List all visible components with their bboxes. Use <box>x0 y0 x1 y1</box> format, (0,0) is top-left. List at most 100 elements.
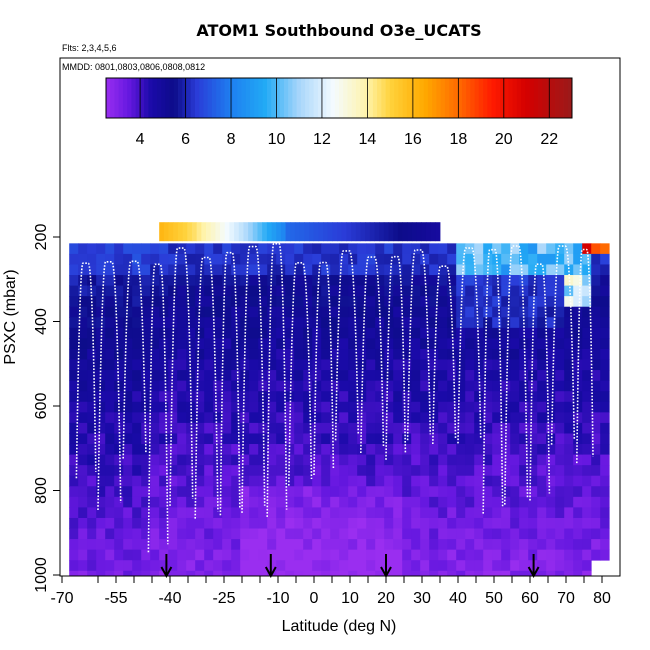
heatmap-cell <box>546 475 556 487</box>
heatmap-cell <box>78 401 88 413</box>
colorbar-segment <box>351 78 357 118</box>
heatmap-cell <box>375 306 385 318</box>
heatmap-cell <box>222 444 232 455</box>
heatmap-cell <box>339 560 349 572</box>
heatmap-cell <box>285 539 295 551</box>
heatmap-cell <box>267 549 277 561</box>
heatmap-cell <box>258 560 268 572</box>
heatmap-cell <box>501 359 511 371</box>
x-tick-label: -25 <box>212 590 235 607</box>
heatmap-cell <box>573 253 583 265</box>
heatmap-cell <box>483 507 493 519</box>
colorbar-tick-label: 10 <box>268 131 286 148</box>
heatmap-cell <box>222 433 232 445</box>
heatmap-cell <box>69 370 79 382</box>
heatmap-cell <box>123 486 133 498</box>
heatmap-cell <box>177 454 187 466</box>
heatmap-cell <box>105 528 115 540</box>
heatmap-cell <box>483 317 493 329</box>
heatmap-cell <box>204 486 214 498</box>
heatmap-cell <box>357 285 367 297</box>
heatmap-cell <box>186 475 196 487</box>
heatmap-cell <box>312 380 322 392</box>
heatmap-cell <box>375 391 385 403</box>
colorbar-segment <box>377 78 382 118</box>
heatmap-cell <box>69 412 79 424</box>
heatmap-cell <box>114 253 124 265</box>
heatmap-cell <box>582 560 592 572</box>
colorbar-segment <box>389 78 395 118</box>
heatmap-cell <box>510 444 520 455</box>
band-cell <box>402 222 408 242</box>
heatmap-cell <box>285 264 295 276</box>
heatmap-cell <box>600 338 610 350</box>
heatmap-cell <box>240 444 250 455</box>
colorbar-segment <box>542 78 547 118</box>
heatmap-cell <box>537 570 547 576</box>
heatmap-cell <box>204 391 214 403</box>
heatmap-cell <box>276 528 286 540</box>
heatmap-cell <box>78 359 88 371</box>
heatmap-cell <box>438 539 448 551</box>
heatmap-cell <box>69 359 79 371</box>
heatmap-cell <box>294 306 304 318</box>
heatmap-cell <box>366 296 376 308</box>
heatmap-cell <box>492 433 502 445</box>
heatmap-cell <box>132 433 142 445</box>
heatmap-cell <box>402 475 412 487</box>
band-cell <box>351 222 357 242</box>
x-tick-label: -40 <box>158 590 181 607</box>
heatmap-cell <box>510 539 520 551</box>
heatmap-cell <box>447 391 457 403</box>
heatmap-cell <box>438 412 448 424</box>
heatmap-cell <box>501 348 511 360</box>
heatmap-cell <box>222 370 232 382</box>
band-cell <box>280 222 286 242</box>
heatmap-cell <box>528 507 538 519</box>
heatmap-cell <box>510 370 520 382</box>
heatmap-cell <box>213 391 223 403</box>
profile-trace <box>385 255 407 460</box>
heatmap-cell <box>150 517 160 529</box>
heatmap-cell <box>510 401 520 413</box>
heatmap-cell <box>159 391 169 403</box>
heatmap-cell <box>456 444 466 455</box>
heatmap-cell <box>582 517 592 529</box>
heatmap-cell <box>447 275 457 286</box>
heatmap-cell <box>402 486 412 498</box>
heatmap-cell <box>348 306 358 318</box>
heatmap-cell <box>105 296 115 308</box>
band-cell <box>435 222 441 242</box>
heatmap-cell <box>285 517 295 529</box>
heatmap-cell <box>213 306 223 318</box>
heatmap-cell <box>447 422 457 434</box>
heatmap-cell <box>375 275 385 286</box>
heatmap-cell <box>105 275 115 286</box>
heatmap-cell <box>582 412 592 424</box>
heatmap-cell <box>150 327 160 339</box>
heatmap-cell <box>339 391 349 403</box>
heatmap-cell <box>537 370 547 382</box>
colorbar-segment <box>406 78 412 118</box>
heatmap-cell <box>213 475 223 487</box>
heatmap-cell <box>276 285 286 297</box>
heatmap-cell <box>69 549 79 561</box>
heatmap-cell <box>537 296 547 308</box>
heatmap-cell <box>96 401 106 413</box>
heatmap-cell <box>132 486 142 498</box>
heatmap-cell <box>564 528 574 540</box>
heatmap-cell <box>528 496 538 508</box>
heatmap-cell <box>366 496 376 508</box>
profile-trace <box>482 248 504 514</box>
heatmap-cell <box>492 465 502 477</box>
heatmap-cell <box>402 306 412 318</box>
heatmap-cell <box>267 422 277 434</box>
heatmap-cell <box>582 465 592 477</box>
heatmap-cell <box>519 517 529 529</box>
heatmap-cell <box>96 306 106 318</box>
heatmap-cell <box>78 528 88 540</box>
heatmap-cell <box>546 327 556 339</box>
heatmap-cell <box>438 359 448 371</box>
heatmap-cell <box>582 496 592 508</box>
heatmap-cell <box>600 370 610 382</box>
